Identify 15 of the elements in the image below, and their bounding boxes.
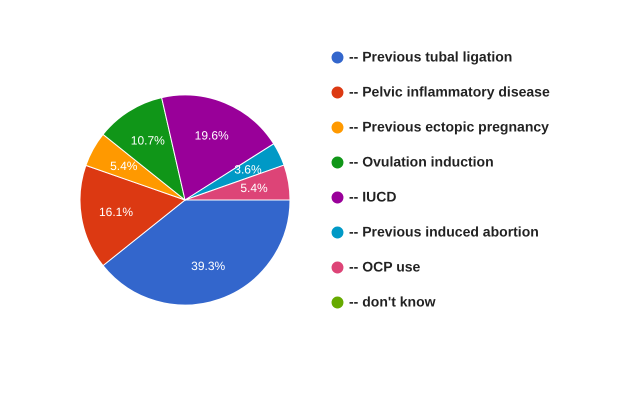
legend-label: -- Pelvic inflammatory disease <box>349 84 550 100</box>
data-label: 3.6% <box>234 162 262 176</box>
data-label: 19.6% <box>194 128 229 142</box>
legend-label: -- IUCD <box>349 188 396 204</box>
data-label: 5.4% <box>240 181 268 196</box>
data-label: 10.7% <box>130 134 166 148</box>
legend-label: -- Ovulation induction <box>349 154 494 170</box>
data-label: 16.1% <box>98 204 134 219</box>
legend-label: -- Previous induced abortion <box>349 224 539 240</box>
data-label: 39.3% <box>191 259 226 274</box>
legend-label: -- Previous ectopic pregnancy <box>349 118 550 134</box>
legend-label: -- don't know <box>349 294 436 310</box>
legend-label: -- OCP use <box>349 258 421 274</box>
data-label: 5.4% <box>110 159 138 174</box>
legend-label: -- Previous tubal ligation <box>349 48 512 64</box>
